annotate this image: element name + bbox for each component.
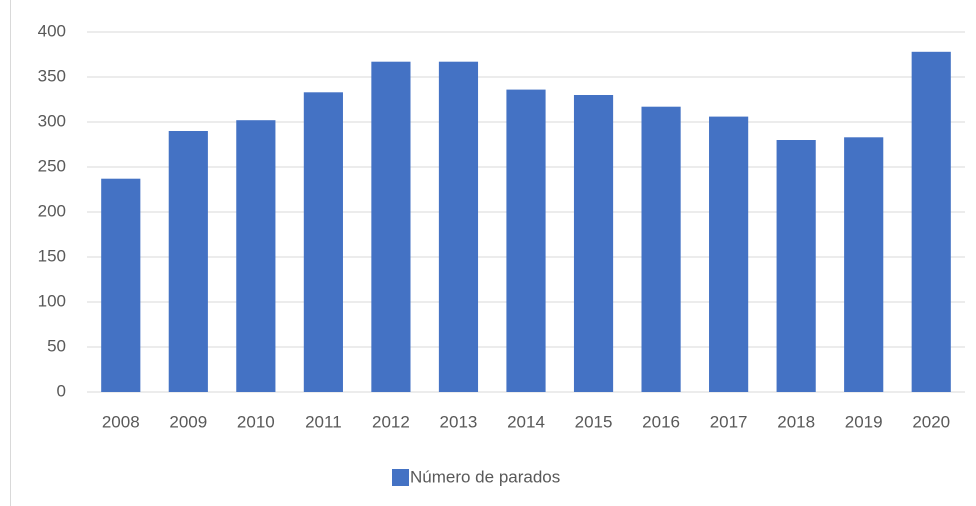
y-tick-label: 200: [38, 201, 66, 220]
bar: [776, 140, 816, 392]
x-tick-label: 2010: [237, 412, 275, 431]
x-tick-label: 2018: [777, 412, 815, 431]
bar: [911, 51, 951, 393]
y-tick-label: 400: [38, 21, 66, 40]
y-tick-label: 250: [38, 156, 66, 175]
legend-label: Número de parados: [410, 467, 560, 486]
bar: [506, 89, 546, 392]
x-tick-label: 2013: [440, 412, 478, 431]
x-tick-label: 2014: [507, 412, 545, 431]
x-tick-label: 2016: [642, 412, 680, 431]
legend-swatch: [392, 469, 409, 486]
y-tick-label: 100: [38, 291, 66, 310]
x-tick-label: 2011: [305, 412, 342, 431]
bar: [641, 106, 681, 392]
x-tick-label: 2019: [845, 412, 883, 431]
y-tick-label: 0: [57, 381, 66, 400]
x-tick-label: 2008: [102, 412, 140, 431]
bar: [844, 137, 884, 392]
bar: [168, 131, 208, 392]
x-tick-label: 2015: [575, 412, 613, 431]
bar: [573, 95, 614, 392]
bar: [303, 92, 343, 393]
x-tick-label: 2017: [710, 412, 748, 431]
bar: [371, 61, 411, 392]
bar: [438, 61, 479, 392]
y-tick-label: 50: [47, 336, 66, 355]
x-tick-label: 2020: [912, 412, 950, 431]
bar: [101, 178, 141, 392]
bar: [709, 116, 749, 392]
x-tick-label: 2009: [169, 412, 207, 431]
y-tick-label: 300: [38, 111, 66, 130]
bar: [236, 120, 276, 392]
y-tick-label: 350: [38, 66, 66, 85]
x-tick-label: 2012: [372, 412, 410, 431]
y-tick-label: 150: [38, 246, 66, 265]
